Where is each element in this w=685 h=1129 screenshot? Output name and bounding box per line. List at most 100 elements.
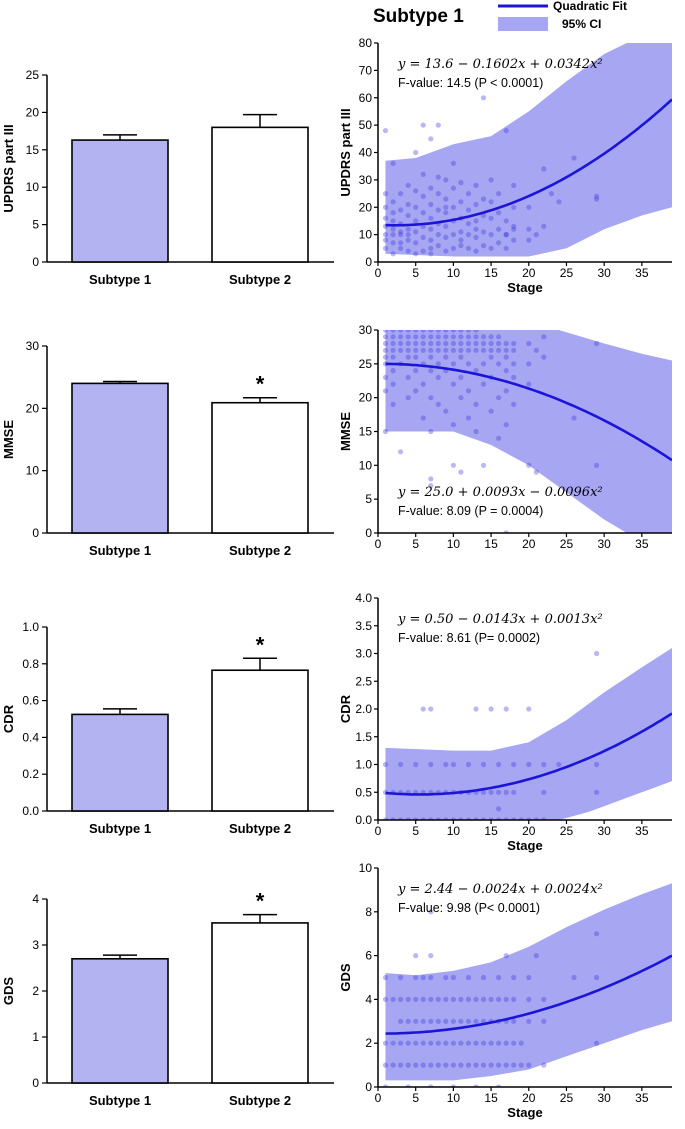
data-point [382, 330, 389, 333]
fit-equation: y = 13.6 − 0.1602x + 0.0342x² [397, 57, 603, 72]
data-point [435, 207, 441, 213]
data-point [496, 996, 502, 1003]
y-axis-label: MMSE [1, 420, 16, 459]
y-tick-label: 2.5 [355, 674, 372, 688]
data-point [480, 196, 487, 202]
data-point [435, 174, 441, 180]
data-point [503, 245, 509, 251]
data-point [496, 395, 502, 401]
x-tick-label: 0 [375, 1091, 382, 1105]
data-point [382, 428, 389, 435]
data-point [526, 462, 532, 468]
data-point [398, 207, 404, 213]
data-point [503, 1040, 509, 1046]
data-point [473, 1018, 479, 1024]
data-point [473, 428, 479, 435]
data-point [428, 974, 434, 981]
data-point [382, 245, 389, 251]
data-point [382, 354, 389, 360]
bar-subtype-2 [211, 922, 309, 1084]
data-point [480, 789, 487, 795]
f-value: F-value: 14.5 (P < 0.0001) [398, 76, 543, 90]
data-point [398, 347, 404, 353]
data-point [420, 1062, 426, 1068]
data-point [398, 1040, 404, 1046]
fit-line [385, 954, 672, 1035]
data-point [571, 974, 577, 981]
y-tick-label: 60 [359, 91, 373, 105]
data-point [511, 347, 517, 353]
data-point [420, 996, 426, 1003]
data-point [443, 761, 449, 768]
data-point [428, 347, 434, 353]
data-point [594, 196, 600, 202]
y-tick-label: 4.0 [355, 591, 372, 605]
figure-title: Subtype 1 [373, 6, 464, 27]
data-point [420, 340, 426, 347]
data-point [465, 207, 472, 213]
data-point [413, 330, 419, 333]
data-point [413, 240, 419, 246]
fit-line [385, 362, 672, 462]
data-point [450, 361, 456, 367]
data-point [571, 155, 577, 161]
data-point [526, 1018, 532, 1024]
data-point [443, 1040, 449, 1046]
data-point [435, 330, 441, 333]
data-point [511, 340, 517, 347]
x-tick-label: 10 [447, 266, 461, 280]
data-point [413, 1062, 419, 1068]
y-tick-label: 1.0 [22, 620, 39, 634]
data-point [458, 354, 464, 360]
category-label: Subtype 1 [89, 272, 151, 287]
scatter-chart-mmse-scatter: 0 5 10 15 20 25 30 0 5 10 15 20 25 30 35 MMSE y = 25.0 +… [338, 323, 672, 551]
y-tick-label: 3 [32, 938, 39, 952]
data-point [398, 240, 404, 246]
data-point [435, 232, 441, 238]
data-point [390, 334, 396, 340]
data-point [382, 232, 389, 238]
fit-line [385, 712, 672, 796]
x-tick-label: 25 [560, 266, 574, 280]
bar-chart-updrs: 0 5 10 15 20 25 UPDRS part III Subtype 1 Subtype… [1, 68, 334, 287]
data-point [480, 340, 487, 347]
x-tick-label: 5 [412, 537, 419, 551]
data-point [465, 340, 472, 347]
data-point [526, 340, 532, 347]
data-point [541, 334, 547, 340]
scatter-chart-gds-scatter: 0 2 4 6 8 10 0 5 10 15 20 25 30 35 Stage GDS y = 2.44 − … [338, 861, 672, 1120]
y-tick-label: 30 [26, 339, 40, 353]
data-point [398, 191, 404, 197]
data-point [413, 334, 419, 340]
data-point [390, 330, 396, 333]
y-tick-label: 0.5 [355, 785, 372, 799]
data-point [382, 191, 389, 197]
data-point [405, 1062, 411, 1068]
data-point [428, 1062, 434, 1068]
data-point [594, 974, 600, 981]
scatter-chart-updrs-scatter: 0 10 20 30 40 50 60 70 80 0 5 10 15 20 25 30 35 Stage UPDR… [338, 36, 672, 295]
data-point [480, 761, 487, 768]
data-point [458, 340, 464, 347]
data-point [533, 347, 539, 353]
data-point [443, 1062, 449, 1068]
data-point [458, 347, 464, 353]
x-tick-label: 5 [412, 266, 419, 280]
data-point [496, 435, 502, 441]
data-point [435, 191, 441, 197]
y-tick-label: 1.0 [355, 758, 372, 772]
category-label: Subtype 2 [229, 272, 291, 287]
data-point [473, 706, 479, 712]
data-point [473, 1062, 479, 1068]
data-point [382, 374, 389, 380]
data-point [526, 204, 532, 210]
x-tick-label: 35 [635, 537, 649, 551]
data-point [533, 232, 539, 238]
data-point [488, 199, 494, 205]
data-point [413, 188, 419, 194]
category-label: Subtype 1 [89, 821, 151, 836]
data-point [443, 210, 449, 216]
data-point [496, 191, 502, 197]
x-tick-label: 35 [635, 1091, 649, 1105]
data-point [443, 234, 449, 240]
